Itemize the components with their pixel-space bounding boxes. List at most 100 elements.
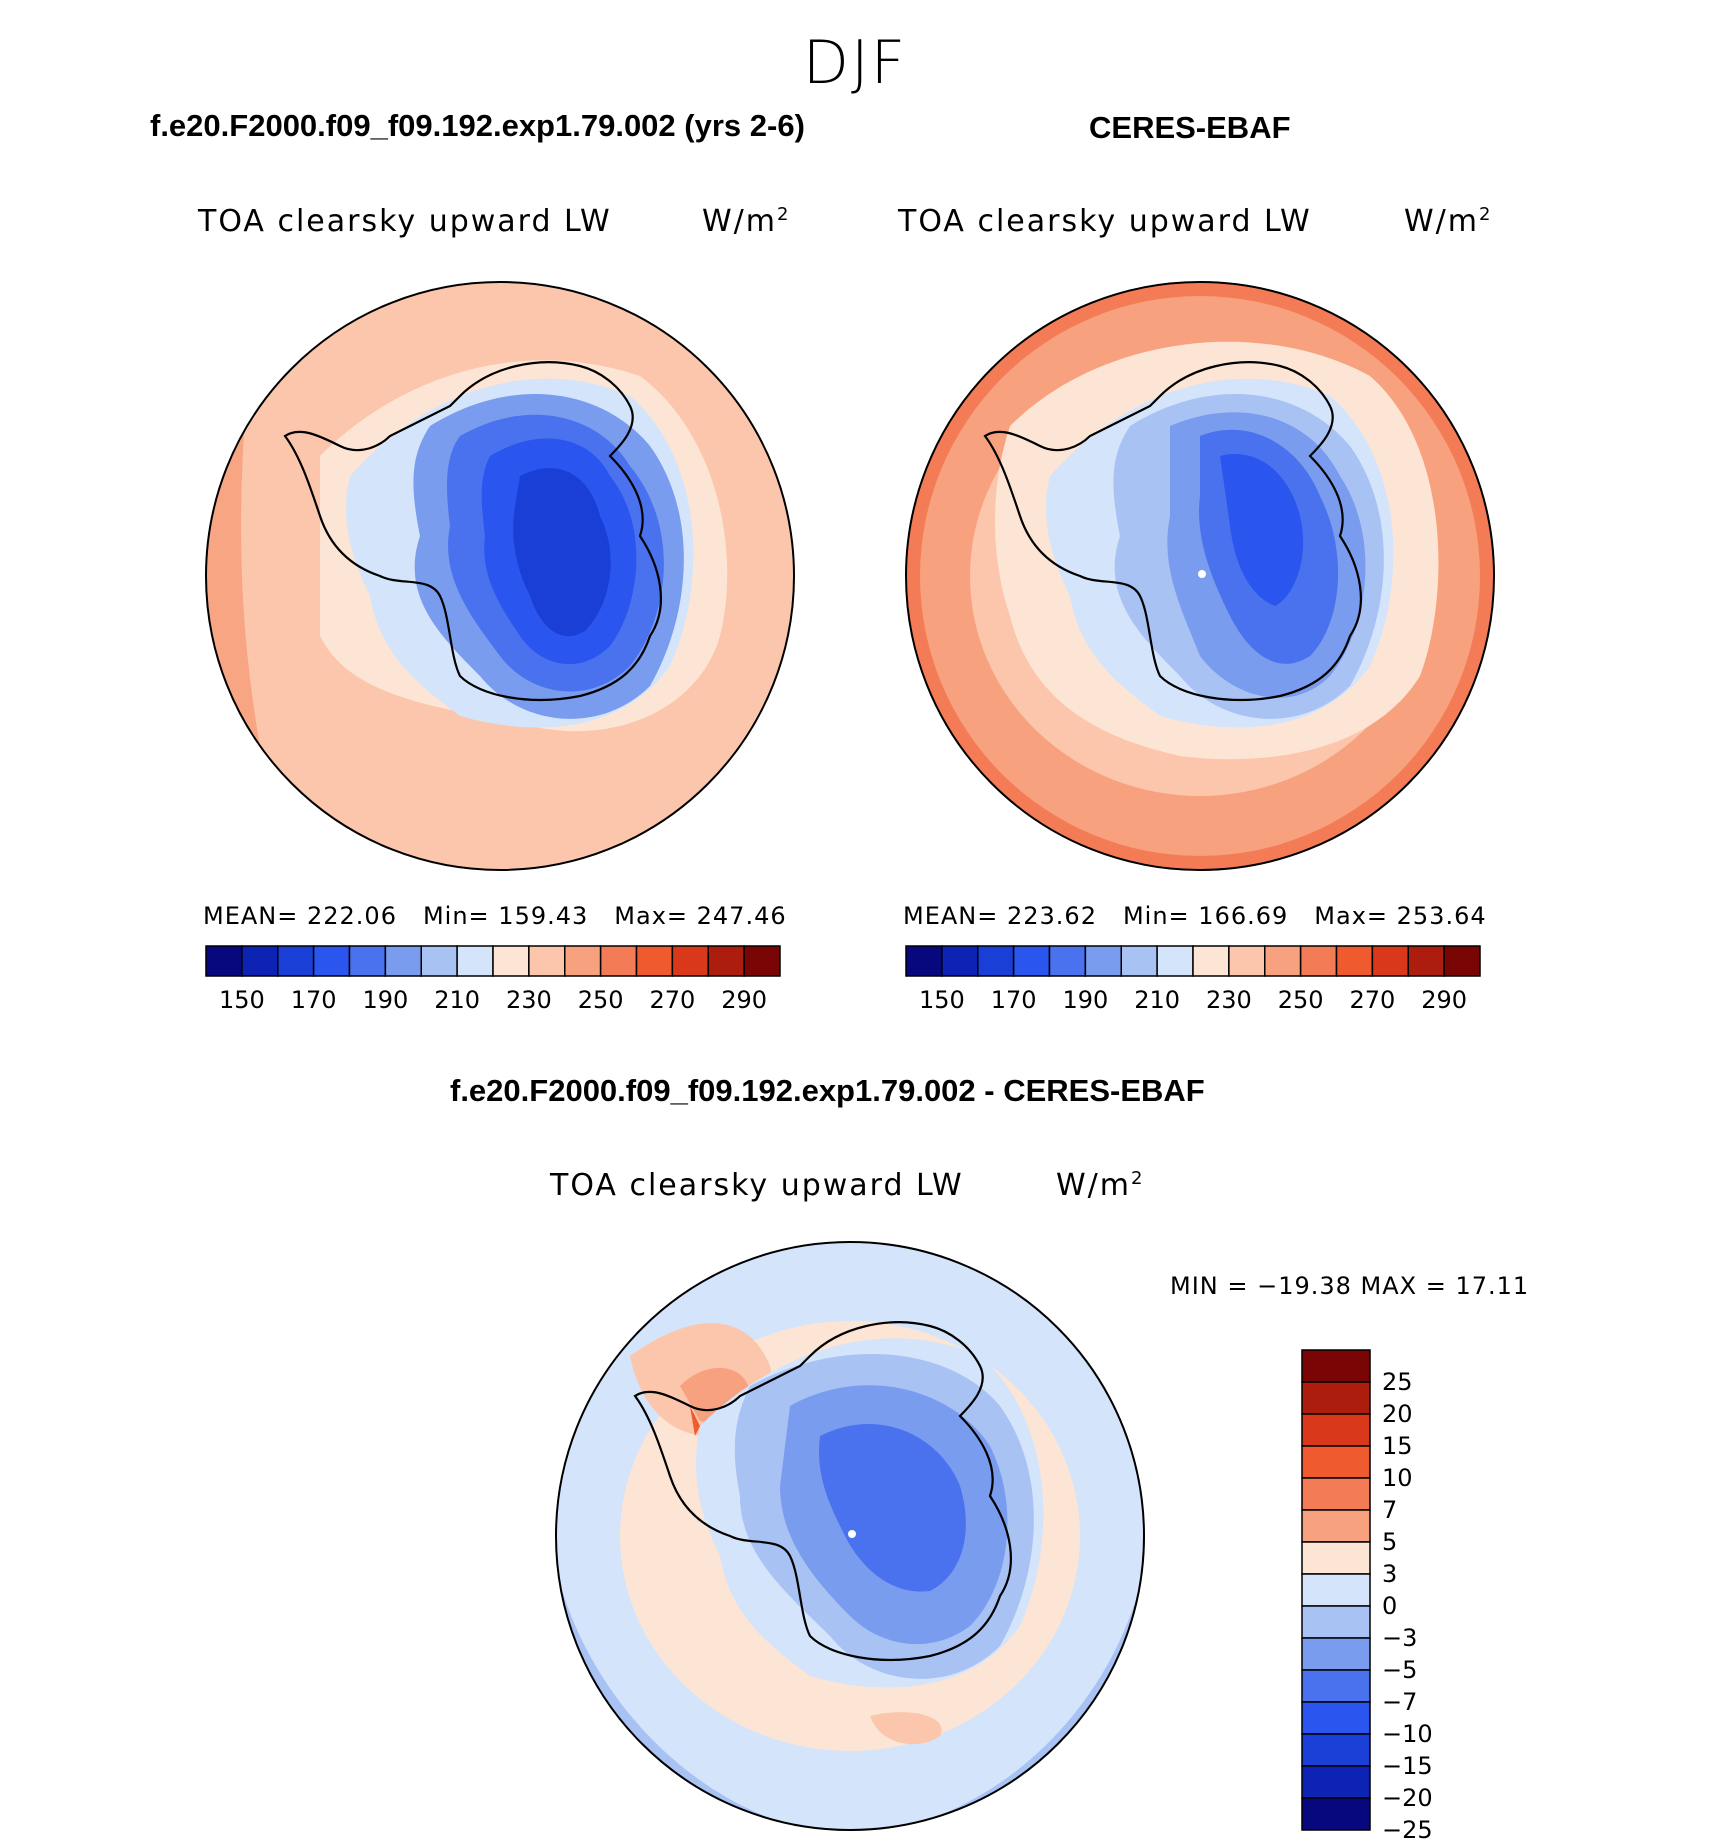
model-colorbar-swatch bbox=[564, 945, 602, 977]
model-colorbar-swatch bbox=[241, 945, 279, 977]
diff-colorbar-tick-label: −7 bbox=[1382, 1688, 1418, 1716]
diff-colorbar-ticks: 25 20 15 10 7 5 3 0 −3 −5 −7 −10 −15 −20 −25 bbox=[1382, 1350, 1502, 1844]
diff-panel-variable-title: TOA clearsky upward LW bbox=[550, 1168, 964, 1203]
obs-colorbar-swatch bbox=[1228, 945, 1266, 977]
diff-colorbar-tick-label: 25 bbox=[1382, 1368, 1413, 1396]
diff-colorbar-swatch bbox=[1301, 1765, 1371, 1799]
obs-panel-heading: CERES-EBAF bbox=[1089, 110, 1291, 145]
model-colorbar-swatch bbox=[456, 945, 494, 977]
obs-colorbar-tick-label: 270 bbox=[1349, 986, 1396, 1014]
diff-colorbar-tick-label: 3 bbox=[1382, 1560, 1398, 1588]
diff-colorbar-tick-label: 5 bbox=[1382, 1528, 1398, 1556]
diff-colorbar-swatch bbox=[1301, 1541, 1371, 1575]
model-colorbar-swatch bbox=[312, 945, 351, 977]
model-colorbar-swatch bbox=[384, 945, 422, 977]
obs-colorbar-tick-label: 150 bbox=[918, 986, 965, 1014]
obs-mean: MEAN= 223.62 bbox=[903, 902, 1097, 930]
model-colorbar-tick-label: 210 bbox=[434, 986, 481, 1014]
model-colorbar-tick-label: 250 bbox=[577, 986, 624, 1014]
model-colorbar-swatch bbox=[492, 945, 530, 977]
diff-colorbar-swatch bbox=[1301, 1349, 1371, 1383]
diff-colorbar-tick-label: −25 bbox=[1382, 1816, 1433, 1844]
diff-colorbar-swatch bbox=[1301, 1413, 1371, 1447]
model-min: Min= 159.43 bbox=[422, 902, 589, 930]
model-colorbar-tick-label: 170 bbox=[290, 986, 337, 1014]
obs-colorbar-swatch bbox=[1264, 945, 1302, 977]
obs-colorbar-tick-label: 210 bbox=[1134, 986, 1181, 1014]
diff-colorbar-swatch bbox=[1301, 1733, 1371, 1767]
diff-colorbar-swatch bbox=[1301, 1381, 1371, 1415]
diff-colorbar-swatch bbox=[1301, 1637, 1371, 1671]
obs-colorbar-swatch bbox=[1335, 945, 1374, 977]
obs-min: Min= 166.69 bbox=[1122, 902, 1289, 930]
diff-colorbar-swatch bbox=[1301, 1669, 1371, 1703]
obs-panel-variable-title: TOA clearsky upward LW bbox=[898, 204, 1312, 239]
diff-colorbar-tick-label: 7 bbox=[1382, 1496, 1398, 1524]
obs-colorbar bbox=[905, 945, 1481, 977]
diff-panel-units: W/m2 bbox=[1056, 1168, 1145, 1203]
diff-colorbar-tick-label: 10 bbox=[1382, 1464, 1413, 1492]
model-mean: MEAN= 222.06 bbox=[203, 902, 397, 930]
diff-colorbar-tick-label: −15 bbox=[1382, 1752, 1433, 1780]
model-colorbar-tick-label: 190 bbox=[362, 986, 409, 1014]
model-colorbar-swatch bbox=[528, 945, 566, 977]
model-colorbar-tick-label: 270 bbox=[649, 986, 696, 1014]
diff-colorbar-tick-label: −5 bbox=[1382, 1656, 1418, 1684]
obs-colorbar-swatch bbox=[977, 945, 1015, 977]
diff-colorbar-tick-label: 20 bbox=[1382, 1400, 1413, 1428]
obs-colorbar-swatch bbox=[1371, 945, 1409, 977]
obs-colorbar-swatch bbox=[1084, 945, 1122, 977]
obs-colorbar-tick-label: 290 bbox=[1421, 986, 1468, 1014]
diff-colorbar-swatch bbox=[1301, 1573, 1371, 1607]
diff-minmax: MIN = −19.38 MAX = 17.11 bbox=[1170, 1272, 1530, 1300]
diff-colorbar-swatch bbox=[1301, 1509, 1371, 1543]
diff-colorbar-tick-label: −3 bbox=[1382, 1624, 1418, 1652]
diff-colorbar-swatch bbox=[1301, 1797, 1371, 1831]
model-colorbar-swatches bbox=[205, 945, 781, 977]
model-panel-heading: f.e20.F2000.f09_f09.192.exp1.79.002 (yrs… bbox=[150, 108, 805, 143]
model-colorbar-swatch bbox=[635, 945, 674, 977]
model-colorbar-tick-label: 290 bbox=[721, 986, 768, 1014]
diff-colorbar-tick-label: −20 bbox=[1382, 1784, 1433, 1812]
model-polar-map bbox=[205, 281, 795, 871]
diff-colorbar-swatch bbox=[1301, 1445, 1371, 1479]
obs-colorbar-tick-label: 170 bbox=[990, 986, 1037, 1014]
obs-colorbar-ticks: 150 170 190 210 230 250 270 290 bbox=[906, 986, 1480, 1016]
diff-colorbar-tick-label: 0 bbox=[1382, 1592, 1398, 1620]
obs-polar-map bbox=[905, 281, 1495, 871]
diff-colorbar-tick-label: 15 bbox=[1382, 1432, 1413, 1460]
model-colorbar-swatch bbox=[277, 945, 315, 977]
model-colorbar-swatch bbox=[420, 945, 458, 977]
diff-polar-map bbox=[555, 1241, 1145, 1831]
obs-colorbar-swatch bbox=[1048, 945, 1087, 977]
obs-stats: MEAN= 223.62 Min= 166.69 Max= 253.64 bbox=[903, 902, 1487, 930]
model-stats: MEAN= 222.06 Min= 159.43 Max= 247.46 bbox=[203, 902, 787, 930]
model-colorbar-tick-label: 150 bbox=[218, 986, 265, 1014]
obs-colorbar-swatch bbox=[1407, 945, 1445, 977]
obs-colorbar-swatch bbox=[1156, 945, 1194, 977]
obs-colorbar-tick-label: 190 bbox=[1062, 986, 1109, 1014]
obs-max: Max= 253.64 bbox=[1314, 902, 1487, 930]
obs-colorbar-swatch bbox=[1012, 945, 1051, 977]
model-max: Max= 247.46 bbox=[614, 902, 787, 930]
model-colorbar-swatch bbox=[599, 945, 638, 977]
obs-colorbar-swatch bbox=[1192, 945, 1230, 977]
obs-colorbar-swatch bbox=[1443, 945, 1481, 977]
diff-colorbar bbox=[1301, 1349, 1371, 1831]
model-colorbar bbox=[205, 945, 781, 977]
obs-colorbar-swatch bbox=[905, 945, 943, 977]
obs-colorbar-tick-label: 250 bbox=[1277, 986, 1324, 1014]
model-colorbar-tick-label: 230 bbox=[505, 986, 552, 1014]
obs-colorbar-swatch bbox=[941, 945, 979, 977]
obs-colorbar-swatch bbox=[1299, 945, 1338, 977]
model-colorbar-swatch bbox=[205, 945, 243, 977]
diff-colorbar-swatch bbox=[1301, 1605, 1371, 1639]
diff-panel-heading: f.e20.F2000.f09_f09.192.exp1.79.002 - CE… bbox=[450, 1073, 1205, 1108]
diff-colorbar-tick-label: −10 bbox=[1382, 1720, 1433, 1748]
model-panel-units: W/m2 bbox=[702, 204, 791, 239]
obs-colorbar-tick-label: 230 bbox=[1205, 986, 1252, 1014]
model-colorbar-swatch bbox=[743, 945, 781, 977]
season-title: DJF bbox=[802, 28, 908, 98]
diff-colorbar-swatches bbox=[1301, 1349, 1371, 1831]
obs-panel-units: W/m2 bbox=[1404, 204, 1493, 239]
